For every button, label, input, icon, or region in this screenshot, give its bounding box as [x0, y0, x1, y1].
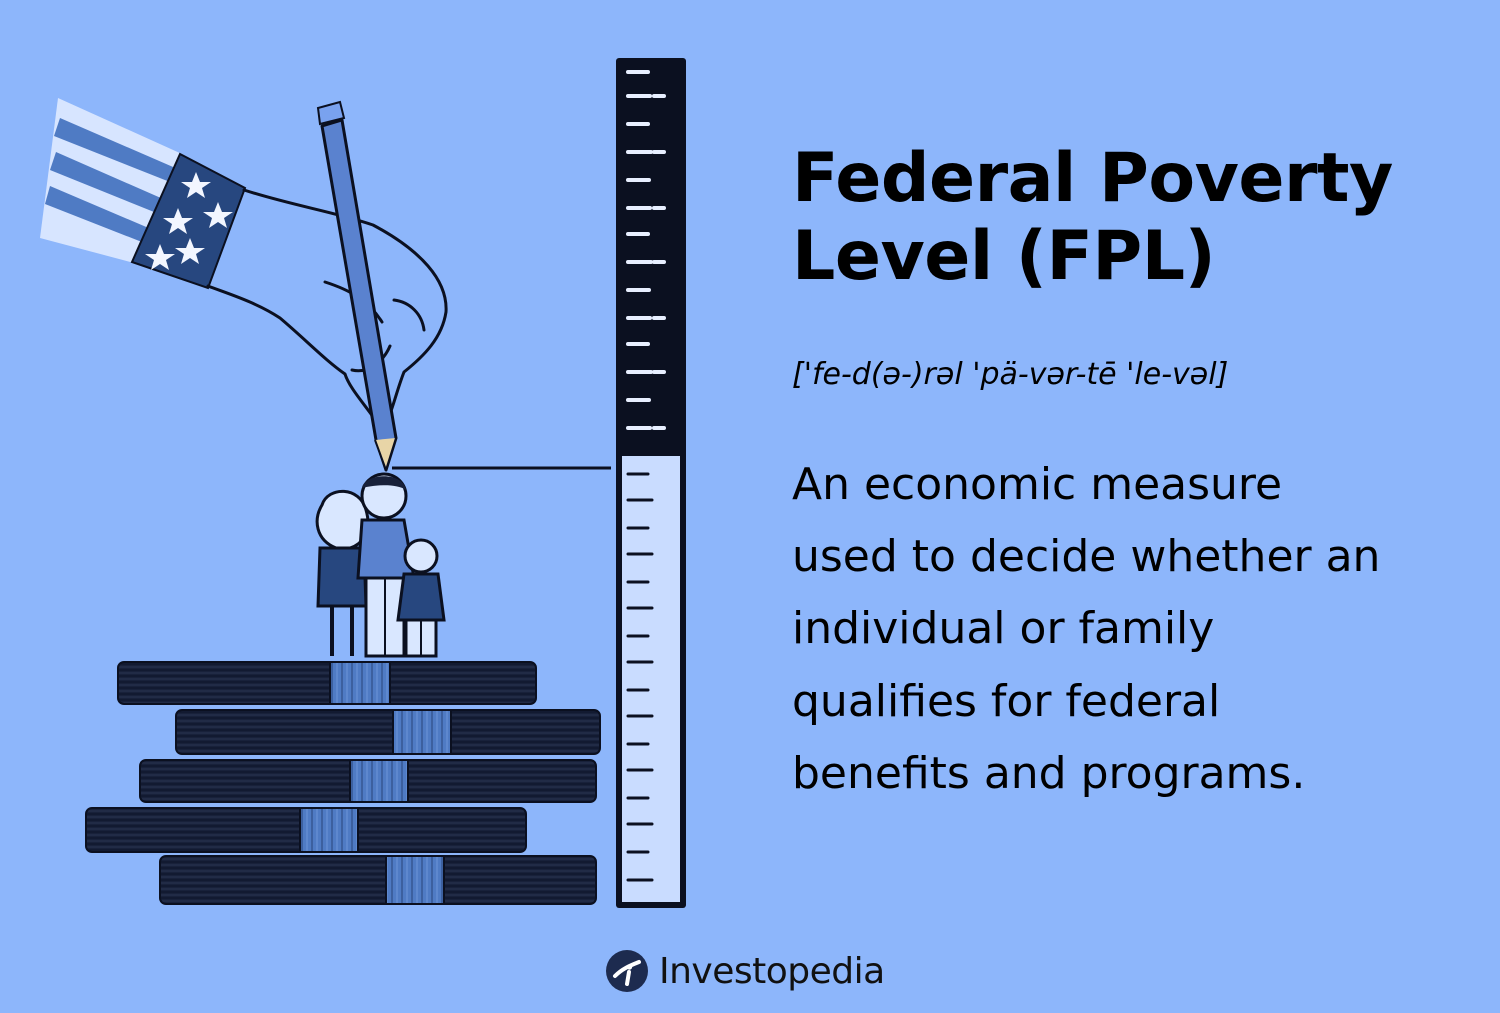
- ruler-light-section: [622, 456, 680, 902]
- family-figures: [315, 472, 446, 658]
- stack-layer: [117, 661, 537, 705]
- stack-band: [385, 855, 445, 905]
- brand-logo: Investopedia: [605, 945, 885, 997]
- adult-male-figure: [356, 472, 416, 658]
- pronunciation: ['fe-d(ə-)rəl 'pä-vər-tē 'le-vəl]: [792, 357, 1229, 393]
- star-icons: [145, 172, 233, 270]
- page-title: Federal Poverty Level (FPL): [792, 140, 1472, 295]
- stack-band: [299, 807, 359, 853]
- title-line: Level (FPL): [792, 216, 1216, 296]
- hand-with-flag-sleeve: [40, 98, 448, 432]
- child-figure: [396, 538, 446, 658]
- stack-band: [349, 759, 409, 803]
- title-line: Federal Poverty: [792, 139, 1393, 218]
- stack-layer: [175, 709, 601, 755]
- definition-line: used to decide whether an: [792, 531, 1381, 583]
- stack-band: [392, 709, 452, 755]
- pencil-icon: [316, 100, 398, 472]
- definition-line: An economic measure: [792, 459, 1283, 511]
- definition-line: qualifies for federal: [792, 675, 1221, 727]
- definition-line: benefits and programs.: [792, 747, 1306, 799]
- poverty-measure-illustration: [40, 58, 686, 908]
- ruler-ticks-top: [626, 70, 666, 430]
- stack-layer: [159, 855, 597, 905]
- ruler: [616, 58, 686, 908]
- stack-of-books: [85, 661, 601, 905]
- brand-name: Investopedia: [659, 950, 885, 992]
- adult-female-figure: [315, 489, 370, 656]
- definition-line: individual or family: [792, 603, 1215, 655]
- stack-band: [329, 661, 391, 705]
- investopedia-logo-icon: [606, 950, 648, 992]
- definition-text: An economic measure used to decide wheth…: [792, 449, 1482, 810]
- text-panel: Federal Poverty Level (FPL) ['fe-d(ə-)rə…: [792, 140, 1472, 810]
- flag-stripes: [45, 118, 180, 246]
- ruler-ticks-bottom: [626, 472, 654, 882]
